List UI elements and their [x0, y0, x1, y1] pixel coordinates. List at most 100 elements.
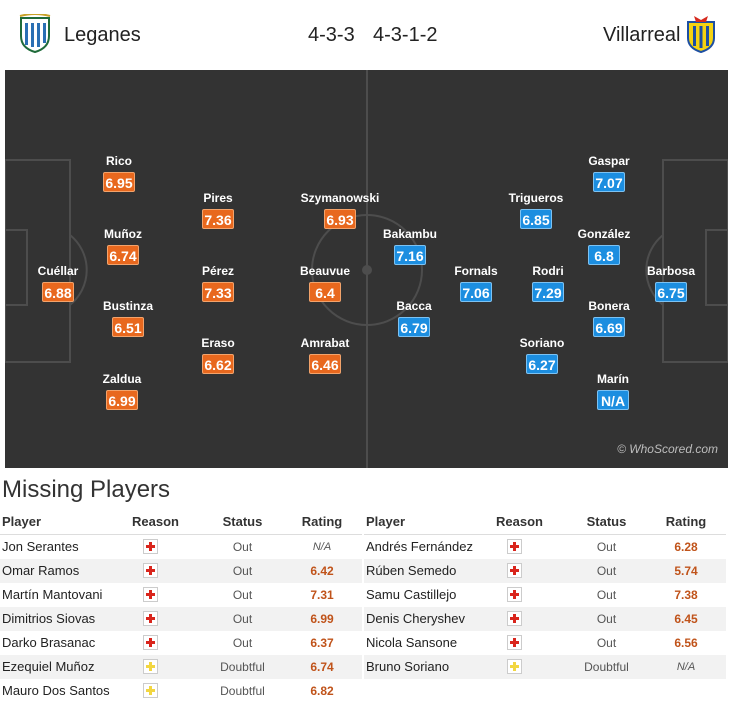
table-header: Player Reason Status Rating [0, 509, 362, 535]
status-cell: Out [596, 588, 617, 602]
column-header-reason: Reason [496, 514, 543, 529]
player-marker[interactable]: Szymanowski 6.93 [295, 191, 385, 230]
reason-cell [507, 535, 522, 562]
status-cell: Doubtful [220, 660, 265, 674]
injury-icon [507, 587, 522, 602]
player-name: Rodri [532, 264, 564, 278]
player-name: Bonera [588, 299, 630, 313]
player-rating: 6.99 [106, 390, 138, 410]
player-marker[interactable]: González 6.8 [559, 227, 649, 266]
home-missing-rows: Jon Serantes Out N/A Omar Ramos Out 6.42 Martí… [0, 535, 362, 703]
player-name: Eraso [201, 336, 235, 350]
player-marker[interactable]: Muñoz 6.74 [78, 227, 168, 266]
reason-cell [507, 559, 522, 586]
missing-player-name[interactable]: Mauro Dos Santos [2, 683, 110, 698]
status-cell: Out [596, 540, 617, 554]
doubtful-icon [143, 683, 158, 698]
player-rating: 7.07 [593, 172, 625, 192]
player-name: Bustinza [102, 299, 153, 313]
player-name: Szymanowski [300, 191, 380, 205]
player-name: Rico [105, 154, 132, 168]
rating-cell: N/A [312, 541, 332, 553]
player-marker[interactable]: Marín N/A [568, 372, 658, 411]
player-marker[interactable]: Amrabat 6.46 [280, 336, 370, 375]
injury-icon [507, 635, 522, 650]
player-marker[interactable]: Bakambu 7.16 [365, 227, 455, 266]
player-name: Cuéllar [37, 264, 79, 278]
missing-player-name[interactable]: Nicola Sansone [366, 635, 458, 650]
player-marker[interactable]: Eraso 6.62 [173, 336, 263, 375]
status-cell: Out [232, 612, 253, 626]
column-header-status: Status [222, 514, 263, 529]
reason-cell [143, 583, 158, 610]
player-rating: 7.06 [460, 282, 492, 302]
player-rating: 6.95 [103, 172, 135, 192]
table-row: Nicola Sansone Out 6.56 [364, 631, 726, 655]
player-name: Muñoz [104, 227, 142, 241]
player-name: Beauvue [299, 264, 351, 278]
player-marker[interactable]: Soriano 6.27 [497, 336, 587, 375]
missing-player-name[interactable]: Rúben Semedo [366, 563, 457, 578]
missing-player-name[interactable]: Darko Brasanac [2, 635, 96, 650]
missing-player-name[interactable]: Martín Mantovani [2, 587, 103, 602]
injury-icon [143, 587, 158, 602]
player-marker[interactable]: Pérez 7.33 [173, 264, 263, 303]
missing-player-name[interactable]: Omar Ramos [2, 563, 80, 578]
player-marker[interactable]: Trigueros 6.85 [491, 191, 581, 230]
table-row: Samu Castillejo Out 7.38 [364, 583, 726, 607]
player-name: Soriano [519, 336, 565, 350]
status-cell: Out [596, 564, 617, 578]
player-marker[interactable]: Rico 6.95 [74, 154, 164, 193]
status-cell: Out [232, 636, 253, 650]
player-marker[interactable]: Fornals 7.06 [431, 264, 521, 303]
player-marker[interactable]: Pires 7.36 [173, 191, 263, 230]
status-cell: Out [596, 612, 617, 626]
missing-player-name[interactable]: Ezequiel Muñoz [2, 659, 95, 674]
player-name: Bacca [396, 299, 432, 313]
lineup-header: Leganes 4-3-3 4-3-1-2 Villarreal [0, 0, 730, 68]
away-team-name[interactable]: Villarreal [603, 24, 681, 46]
table-row: Jon Serantes Out N/A [0, 535, 362, 559]
column-header-rating: Rating [301, 514, 343, 529]
home-formation: 4-3-3 [308, 24, 355, 46]
missing-player-name[interactable]: Jon Serantes [2, 539, 79, 554]
missing-player-name[interactable]: Denis Cheryshev [366, 611, 465, 626]
injury-icon [143, 611, 158, 626]
missing-player-name[interactable]: Dimitrios Siovas [2, 611, 96, 626]
player-marker[interactable]: Bustinza 6.51 [83, 299, 173, 338]
villarreal-crest-icon [687, 16, 715, 54]
player-rating: 6.79 [398, 317, 430, 337]
rating-cell: N/A [676, 661, 696, 673]
player-marker[interactable]: Cuéllar 6.88 [13, 264, 103, 303]
player-marker[interactable]: Rodri 7.29 [503, 264, 593, 303]
player-marker[interactable]: Beauvue 6.4 [280, 264, 370, 303]
reason-cell [143, 535, 158, 562]
missing-player-name[interactable]: Andrés Fernández [366, 539, 473, 554]
home-team-name[interactable]: Leganes [64, 24, 141, 46]
reason-cell [143, 679, 158, 704]
table-row: Omar Ramos Out 6.42 [0, 559, 362, 583]
rating-cell: 6.82 [310, 684, 334, 698]
player-name: Bakambu [382, 227, 438, 241]
player-rating: 7.29 [532, 282, 564, 302]
status-cell: Out [232, 588, 253, 602]
player-marker[interactable]: Bonera 6.69 [564, 299, 654, 338]
column-header-player: Player [2, 514, 42, 529]
status-cell: Doubtful [220, 684, 265, 698]
leganes-crest-icon [19, 14, 51, 54]
missing-player-name[interactable]: Bruno Soriano [366, 659, 450, 674]
player-rating: 6.8 [588, 245, 620, 265]
column-header-status: Status [586, 514, 627, 529]
player-marker[interactable]: Zaldua 6.99 [77, 372, 167, 411]
player-rating: 6.46 [309, 354, 341, 374]
player-name: Trigueros [508, 191, 564, 205]
table-row: Dimitrios Siovas Out 6.99 [0, 607, 362, 631]
rating-cell: 6.99 [310, 612, 334, 626]
player-marker[interactable]: Barbosa 6.75 [626, 264, 716, 303]
reason-cell [143, 559, 158, 586]
player-marker[interactable]: Gaspar 7.07 [564, 154, 654, 193]
player-rating: 6.62 [202, 354, 234, 374]
player-marker[interactable]: Bacca 6.79 [369, 299, 459, 338]
missing-player-name[interactable]: Samu Castillejo [366, 587, 457, 602]
status-cell: Out [596, 636, 617, 650]
